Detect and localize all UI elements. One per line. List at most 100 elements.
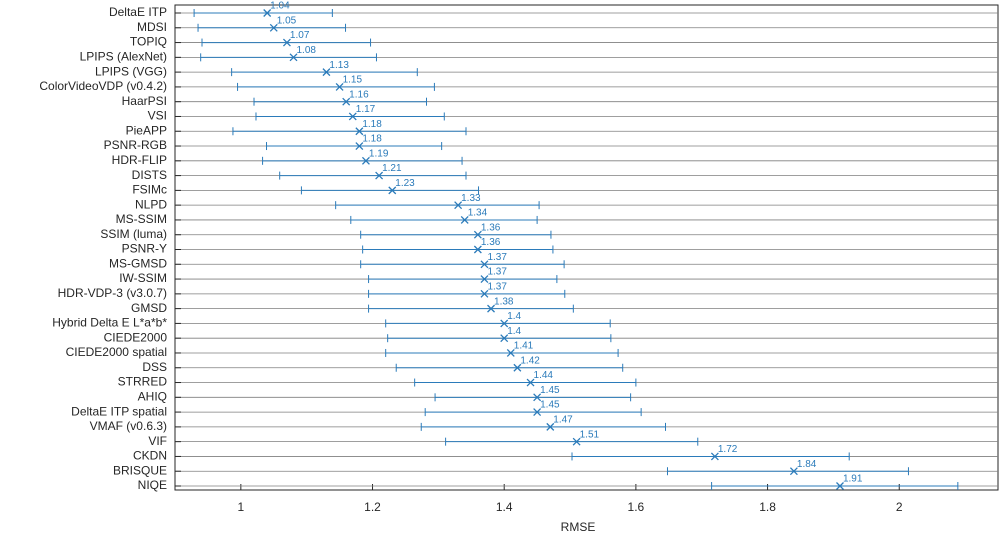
x-tick-label: 2 bbox=[896, 500, 903, 514]
y-tick-label: NIQE bbox=[138, 478, 167, 492]
y-tick-label: DSS bbox=[142, 360, 167, 374]
point-marker bbox=[836, 482, 844, 490]
y-tick-label: TOPIQ bbox=[130, 35, 167, 49]
point-marker bbox=[355, 127, 364, 136]
value-label: 1.36 bbox=[481, 237, 501, 248]
point-marker bbox=[473, 230, 482, 239]
y-tick-label: AHIQ bbox=[138, 389, 167, 403]
point-marker bbox=[263, 9, 272, 17]
point-marker bbox=[480, 289, 489, 298]
x-tick-label: 1.2 bbox=[364, 500, 381, 514]
y-tick-label: HDR-FLIP bbox=[112, 153, 167, 167]
y-tick-label: NLPD bbox=[135, 197, 167, 211]
point-marker bbox=[572, 437, 581, 446]
point-marker bbox=[526, 378, 535, 387]
value-label: 1.91 bbox=[843, 474, 863, 485]
value-label: 1.23 bbox=[395, 178, 415, 189]
value-label: 1.34 bbox=[468, 208, 488, 219]
point-marker bbox=[500, 319, 509, 328]
value-label: 1.36 bbox=[481, 222, 501, 233]
y-tick-label: CIEDE2000 spatial bbox=[66, 345, 167, 359]
y-tick-label: STRRED bbox=[118, 375, 168, 389]
point-marker bbox=[355, 142, 364, 150]
value-label: 1.44 bbox=[534, 370, 554, 381]
value-label: 1.17 bbox=[356, 104, 376, 115]
y-tick-label: GMSD bbox=[131, 301, 167, 315]
y-tick-label: FSIMc bbox=[132, 183, 167, 197]
y-tick-label: DISTS bbox=[132, 168, 167, 182]
y-tick-label: CIEDE2000 bbox=[104, 330, 168, 344]
value-label: 1.37 bbox=[487, 281, 507, 292]
plot-area bbox=[174, 4, 999, 491]
value-label: 1.37 bbox=[487, 267, 507, 278]
value-label: 1.4 bbox=[507, 311, 521, 322]
value-label: 1.04 bbox=[270, 1, 290, 12]
point-marker bbox=[269, 23, 278, 32]
x-tick-label: 1.6 bbox=[628, 500, 645, 514]
point-marker bbox=[348, 112, 357, 121]
y-tick-label: DeltaE ITP bbox=[109, 5, 167, 19]
value-label: 1.08 bbox=[297, 45, 317, 56]
y-tick-label: LPIPS (AlexNet) bbox=[80, 50, 167, 64]
point-marker bbox=[500, 334, 509, 343]
point-marker bbox=[533, 393, 542, 402]
y-tick-label: MS-GMSD bbox=[109, 256, 167, 270]
value-label: 1.05 bbox=[277, 15, 297, 26]
y-tick-label: LPIPS (VGG) bbox=[95, 64, 167, 78]
y-tick-label: MS-SSIM bbox=[116, 212, 167, 226]
point-marker bbox=[322, 68, 331, 77]
value-label: 1.18 bbox=[362, 119, 382, 130]
point-marker bbox=[375, 171, 384, 180]
y-tick-label: HDR-VDP-3 (v3.0.7) bbox=[58, 286, 167, 300]
y-tick-label: CKDN bbox=[133, 449, 167, 463]
point-marker bbox=[513, 363, 522, 372]
point-marker bbox=[342, 97, 351, 106]
point-marker bbox=[546, 422, 555, 431]
value-label: 1.18 bbox=[362, 134, 382, 145]
value-label: 1.38 bbox=[494, 296, 514, 307]
value-label: 1.07 bbox=[290, 30, 310, 41]
value-label: 1.41 bbox=[514, 341, 534, 352]
point-marker bbox=[335, 82, 344, 91]
point-marker bbox=[789, 467, 798, 476]
x-axis-label: RMSE bbox=[561, 520, 596, 534]
point-marker bbox=[361, 156, 370, 165]
point-marker bbox=[533, 408, 542, 417]
value-label: 1.33 bbox=[461, 193, 481, 204]
value-label: 1.4 bbox=[507, 326, 521, 337]
y-tick-label: IW-SSIM bbox=[119, 271, 167, 285]
value-label: 1.16 bbox=[349, 89, 369, 100]
point-marker bbox=[710, 452, 719, 461]
point-marker bbox=[454, 201, 463, 210]
y-tick-label: BRISQUE bbox=[113, 463, 167, 477]
y-tick-label: HaarPSI bbox=[122, 94, 167, 108]
point-marker bbox=[473, 245, 482, 254]
point-marker bbox=[460, 215, 469, 224]
point-marker bbox=[506, 349, 515, 357]
value-label: 1.21 bbox=[382, 163, 402, 174]
y-tick-label: Hybrid Delta E L*a*b* bbox=[52, 316, 167, 330]
point-marker bbox=[388, 186, 397, 195]
y-tick-label: VMAF (v0.6.3) bbox=[90, 419, 167, 433]
y-tick-label: PieAPP bbox=[126, 123, 167, 137]
y-tick-label: PSNR-RGB bbox=[104, 138, 167, 152]
x-tick-label: 1.4 bbox=[496, 500, 513, 514]
value-label: 1.45 bbox=[540, 400, 560, 411]
point-marker bbox=[289, 53, 298, 62]
x-tick-label: 1.8 bbox=[759, 500, 776, 514]
value-label: 1.72 bbox=[718, 444, 738, 455]
y-tick-label: VSI bbox=[148, 109, 167, 123]
y-tick-label: PSNR-Y bbox=[122, 242, 167, 256]
value-label: 1.84 bbox=[797, 459, 817, 470]
value-label: 1.19 bbox=[369, 148, 389, 159]
value-label: 1.47 bbox=[553, 415, 573, 426]
point-marker bbox=[487, 304, 495, 313]
y-tick-label: SSIM (luma) bbox=[100, 227, 167, 241]
value-label: 1.37 bbox=[487, 252, 507, 263]
value-label: 1.15 bbox=[343, 75, 363, 86]
y-tick-label: ColorVideoVDP (v0.4.2) bbox=[39, 79, 167, 93]
value-label: 1.42 bbox=[520, 355, 540, 366]
y-tick-label: DeltaE ITP spatial bbox=[71, 404, 167, 418]
y-tick-label: VIF bbox=[148, 434, 167, 448]
point-marker bbox=[480, 260, 489, 269]
